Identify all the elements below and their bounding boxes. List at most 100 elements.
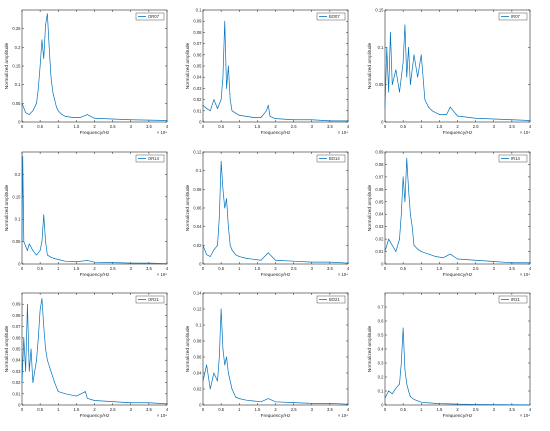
y-tick-label: 0.1 xyxy=(378,45,384,50)
legend-box xyxy=(135,12,165,21)
data-point xyxy=(253,258,255,260)
data-point xyxy=(36,254,37,256)
legend-box xyxy=(498,154,528,163)
data-point xyxy=(148,402,150,404)
data-point xyxy=(65,116,66,117)
data-point xyxy=(57,391,59,392)
y-tick-label: 0.25 xyxy=(12,26,21,31)
data-point xyxy=(404,24,406,26)
data-point xyxy=(410,84,411,86)
y-tick-label: 0.06 xyxy=(193,52,202,57)
x-tick-label: 3 xyxy=(311,407,314,412)
data-point xyxy=(329,261,331,263)
data-point xyxy=(72,117,74,118)
data-point xyxy=(231,388,233,390)
data-point xyxy=(511,404,513,406)
data-point xyxy=(86,397,88,399)
series-line xyxy=(384,327,531,406)
data-point xyxy=(493,118,495,120)
x-axis-label: Frequency/Hz xyxy=(80,130,110,136)
data-point xyxy=(130,262,132,264)
data-point xyxy=(406,76,408,78)
y-tick-label: 0.4 xyxy=(378,347,384,352)
y-tick-label: 0.06 xyxy=(193,355,202,360)
data-point xyxy=(218,356,220,358)
x-tick-label: 0.5 xyxy=(400,124,406,129)
data-point xyxy=(112,118,113,120)
data-point xyxy=(166,403,168,405)
data-point xyxy=(493,404,495,405)
data-point xyxy=(94,400,95,401)
data-point xyxy=(54,99,55,100)
x-tick-label: 2.5 xyxy=(473,124,479,129)
y-tick-label: 0.1 xyxy=(15,82,21,87)
x-tick-label: 0 xyxy=(384,124,387,129)
x-axis-label: Frequency/Hz xyxy=(261,130,291,136)
y-tick-label: 0.1 xyxy=(196,8,202,13)
x-tick-label: 1 xyxy=(57,266,60,271)
data-point xyxy=(36,359,37,361)
data-point xyxy=(41,298,43,299)
data-point xyxy=(25,112,26,114)
x-tick-label: 1.5 xyxy=(73,266,79,271)
y-tick-label: 0.02 xyxy=(12,380,21,385)
data-point xyxy=(61,114,63,115)
data-point xyxy=(41,241,43,242)
data-point xyxy=(311,403,313,404)
data-point xyxy=(399,91,400,93)
y-axis-label: Normalized amplitude xyxy=(4,42,10,89)
y-tick-label: 0.09 xyxy=(12,302,21,307)
data-point xyxy=(32,250,34,251)
data-point xyxy=(404,369,406,371)
data-point xyxy=(293,119,294,121)
data-point xyxy=(22,156,24,157)
data-point xyxy=(202,244,204,246)
x-tick-labels: 0 0.5 1 1.5 2 2.5 3 3.5 4 xyxy=(384,124,532,129)
y-tick-labels: 0 0.01 0.02 0.03 0.04 0.05 0.06 0.07 0.08 0.09 0.1 xyxy=(193,8,202,125)
data-point xyxy=(253,400,255,402)
data-point xyxy=(206,364,207,366)
y-tick-label: 0.05 xyxy=(193,64,202,69)
data-point xyxy=(21,382,23,383)
data-point xyxy=(399,238,400,240)
data-point xyxy=(402,61,404,63)
axes-box xyxy=(384,292,531,406)
data-point xyxy=(439,403,440,404)
data-point xyxy=(395,69,397,71)
y-tick-labels: 0 0.05 0.1 0.15 0.2 0.25 xyxy=(12,26,21,124)
y-tick-label: 0.03 xyxy=(193,86,202,91)
y-tick-label: 0 xyxy=(18,262,21,267)
data-point xyxy=(85,391,86,392)
data-point xyxy=(417,248,418,250)
y-tick-label: 0.1 xyxy=(15,217,21,222)
x-tick-label: 2.5 xyxy=(473,407,479,412)
y-tick-label: 0 xyxy=(381,403,384,408)
legend-box xyxy=(135,154,165,163)
data-point xyxy=(226,198,227,200)
x-tick-label: 0 xyxy=(384,407,387,412)
x-tick-label: 2.5 xyxy=(291,407,297,412)
x-tick-label: 1 xyxy=(57,124,60,129)
y-tick-label: 0 xyxy=(381,120,384,125)
x-axis-label: Frequency/Hz xyxy=(80,413,110,419)
x-axis-label: Frequency/Hz xyxy=(443,272,473,278)
y-axis-label: Normalized amplitude xyxy=(4,184,10,231)
y-tick-label: 0.1 xyxy=(196,323,202,328)
data-point xyxy=(112,262,113,264)
y-tick-label: 0.08 xyxy=(193,187,202,192)
x-tick-label: 0.5 xyxy=(37,124,43,129)
series-line xyxy=(384,157,530,264)
data-point xyxy=(511,119,513,121)
axes-box xyxy=(21,292,168,406)
legend-label: BO14 xyxy=(329,156,340,161)
data-point xyxy=(57,110,59,112)
data-point xyxy=(231,110,233,112)
x-tick-label: 1 xyxy=(420,124,423,129)
data-point xyxy=(267,104,269,106)
y-tick-label: 0.1 xyxy=(378,389,384,394)
data-point xyxy=(384,251,386,252)
y-tick-label: 0.02 xyxy=(193,387,202,392)
x-tick-label: 3.5 xyxy=(146,124,152,129)
x-tick-label: 4 xyxy=(347,407,350,412)
